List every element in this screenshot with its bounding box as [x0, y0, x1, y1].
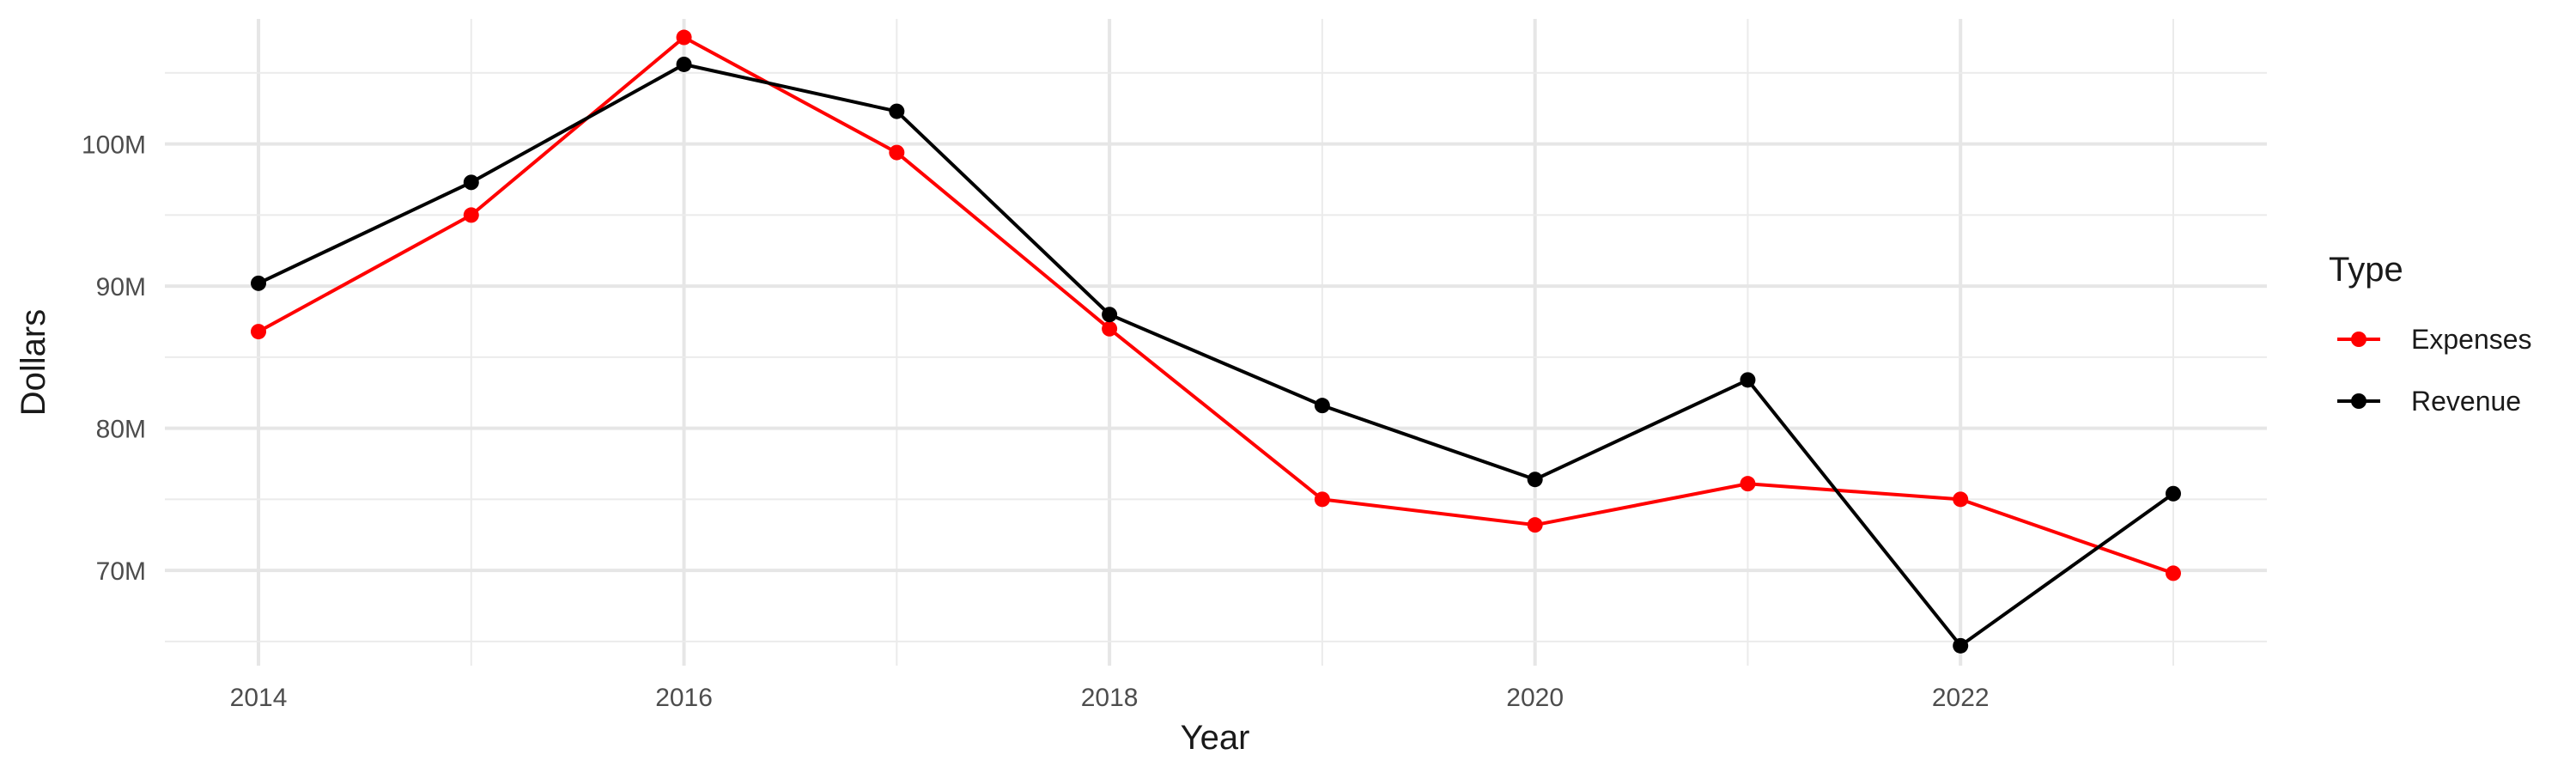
data-point-expenses: [1527, 517, 1543, 533]
legend-label-revenue: Revenue: [2411, 386, 2521, 417]
data-point-revenue: [1740, 372, 1756, 388]
data-point-expenses: [1740, 476, 1756, 492]
legend-items: Expenses Revenue: [2337, 324, 2532, 417]
series-line-revenue: [258, 63, 2175, 648]
data-point-expenses: [676, 29, 692, 46]
grid-lines: [165, 19, 2267, 666]
y-tick-label: 90M: [96, 273, 146, 301]
legend-key-point-revenue: [2351, 393, 2366, 409]
data-point-revenue: [463, 174, 479, 191]
x-tick-label: 2018: [1081, 684, 1139, 712]
series-points: [251, 29, 2181, 654]
x-tick-label: 2014: [230, 684, 288, 712]
data-point-revenue: [1102, 307, 1118, 323]
legend-label-expenses: Expenses: [2411, 324, 2532, 355]
x-axis-title: Year: [1181, 719, 1250, 757]
data-point-expenses: [251, 324, 267, 340]
legend: Type Expenses Revenue: [2329, 251, 2532, 417]
data-point-revenue: [251, 275, 267, 291]
x-tick-label: 2016: [655, 684, 713, 712]
data-point-revenue: [1314, 398, 1330, 414]
legend-key-point-expenses: [2351, 332, 2366, 347]
series-lines: [258, 35, 2175, 648]
data-point-expenses: [1102, 320, 1118, 337]
data-point-expenses: [1314, 491, 1330, 508]
y-axis-ticks: 70M 80M 90M 100M: [82, 131, 146, 586]
x-tick-label: 2020: [1506, 684, 1564, 712]
y-axis-title: Dollars: [15, 309, 52, 416]
y-tick-label: 70M: [96, 557, 146, 586]
series-line-expenses: [258, 35, 2174, 575]
legend-title: Type: [2329, 251, 2403, 289]
data-point-revenue: [889, 103, 905, 119]
data-point-expenses: [889, 144, 905, 161]
x-tick-label: 2022: [1932, 684, 1990, 712]
y-tick-label: 80M: [96, 416, 146, 444]
data-point-revenue: [676, 56, 692, 72]
data-point-expenses: [463, 207, 479, 223]
data-point-revenue: [1953, 637, 1969, 654]
data-point-expenses: [1953, 491, 1969, 508]
data-point-expenses: [2165, 565, 2181, 581]
data-point-revenue: [1527, 472, 1543, 488]
y-tick-label: 100M: [82, 131, 146, 160]
x-axis-ticks: 2014 2016 2018 2020 2022: [230, 684, 1990, 712]
data-point-revenue: [2165, 485, 2181, 502]
